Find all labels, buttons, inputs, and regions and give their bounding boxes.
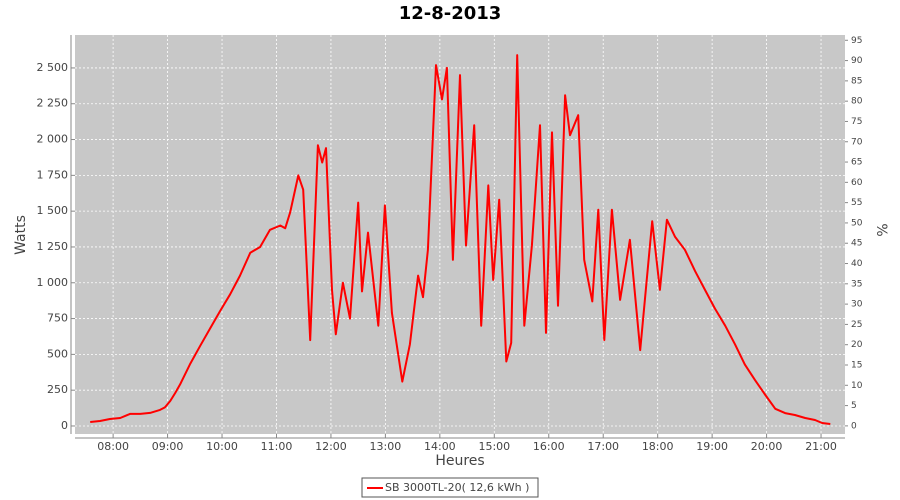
x-tick-label: 17:00 [587, 440, 619, 453]
y-tick-label: 2 500 [37, 61, 69, 74]
y2-tick-label: 75 [851, 117, 862, 127]
legend [361, 477, 539, 498]
x-tick-label: 10:00 [206, 440, 238, 453]
x-tick-label: 16:00 [533, 440, 565, 453]
y2-tick-label: 0 [851, 421, 857, 431]
x-tick-label: 18:00 [642, 440, 674, 453]
y-axis-label: Watts [13, 215, 29, 255]
y2-tick-label: 25 [851, 320, 862, 330]
y-tick-label: 2 250 [37, 97, 69, 110]
y-tick-label: 250 [47, 383, 68, 396]
x-tick-label: 09:00 [152, 440, 184, 453]
y2-tick-label: 85 [851, 76, 862, 86]
y2-tick-label: 30 [851, 300, 863, 310]
y2-tick-label: 70 [851, 137, 863, 147]
x-tick-label: 12:00 [315, 440, 347, 453]
y-tick-label: 0 [61, 419, 68, 432]
y2-tick-label: 95 [851, 36, 862, 46]
y-tick-label: 1 500 [37, 204, 69, 217]
y2-tick-label: 5 [851, 401, 857, 411]
y2-tick-label: 40 [851, 259, 863, 269]
x-axis-label: Heures [435, 453, 484, 469]
y2-tick-label: 50 [851, 218, 863, 228]
y-tick-label: 1 000 [37, 276, 69, 289]
marks [90, 54, 831, 425]
y-tick-label: 500 [47, 347, 68, 360]
y2-tick-label: 10 [851, 381, 863, 391]
y-tick-label: 750 [47, 312, 68, 325]
y2-axis-label: % [873, 223, 889, 236]
y-tick-label: 1 750 [37, 168, 69, 181]
y2-tick-label: 65 [851, 158, 862, 168]
y2-tick-label: 15 [851, 360, 862, 370]
chart-title: 12-8-2013 [399, 3, 502, 24]
y2-tick-label: 35 [851, 279, 862, 289]
x-tick-label: 11:00 [261, 440, 293, 453]
y-tick-label: 1 250 [37, 240, 69, 253]
y2-tick-label: 45 [851, 239, 862, 249]
x-tick-label: 21:00 [805, 440, 837, 453]
legend-label: SB 3000TL-20( 12,6 kWh ) [385, 481, 529, 494]
x-tick-label: 15:00 [478, 440, 510, 453]
series-line [90, 54, 831, 425]
x-tick-label: 13:00 [370, 440, 402, 453]
y2-tick-label: 80 [851, 97, 863, 107]
y2-tick-label: 20 [851, 340, 863, 350]
x-tick-label: 08:00 [97, 440, 129, 453]
x-tick-label: 20:00 [751, 440, 783, 453]
y-tick-label: 2 000 [37, 133, 69, 146]
x-tick-label: 14:00 [424, 440, 456, 453]
x-tick-label: 19:00 [696, 440, 728, 453]
y2-tick-label: 90 [851, 56, 863, 66]
y2-tick-label: 60 [851, 178, 863, 188]
y2-tick-label: 55 [851, 198, 862, 208]
